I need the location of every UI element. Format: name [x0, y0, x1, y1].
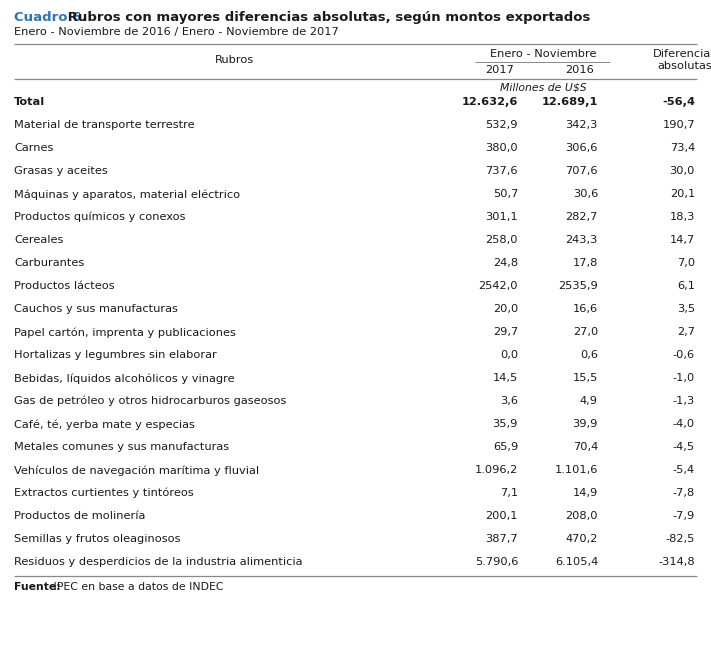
Text: Gas de petróleo y otros hidrocarburos gaseosos: Gas de petróleo y otros hidrocarburos ga… [14, 396, 287, 406]
Text: Hortalizas y legumbres sin elaborar: Hortalizas y legumbres sin elaborar [14, 350, 217, 360]
Text: 2,7: 2,7 [677, 327, 695, 337]
Text: 4,9: 4,9 [580, 396, 598, 406]
Text: 0,6: 0,6 [580, 350, 598, 360]
Text: Material de transporte terrestre: Material de transporte terrestre [14, 120, 195, 130]
Text: 306,6: 306,6 [566, 143, 598, 153]
Text: Cauchos y sus manufacturas: Cauchos y sus manufacturas [14, 304, 178, 314]
Text: -7,8: -7,8 [673, 488, 695, 498]
Text: Bebidas, líquidos alcohólicos y vinagre: Bebidas, líquidos alcohólicos y vinagre [14, 373, 235, 384]
Text: Carnes: Carnes [14, 143, 53, 153]
Text: 3,6: 3,6 [500, 396, 518, 406]
Text: 14,7: 14,7 [670, 235, 695, 245]
Text: 27,0: 27,0 [573, 327, 598, 337]
Text: -7,9: -7,9 [673, 511, 695, 521]
Text: Metales comunes y sus manufacturas: Metales comunes y sus manufacturas [14, 442, 229, 452]
Text: 6,1: 6,1 [677, 281, 695, 291]
Text: 190,7: 190,7 [663, 120, 695, 130]
Text: 258,0: 258,0 [486, 235, 518, 245]
Text: 39,9: 39,9 [572, 419, 598, 429]
Text: 15,5: 15,5 [572, 373, 598, 383]
Text: -5,4: -5,4 [673, 465, 695, 475]
Text: 380,0: 380,0 [486, 143, 518, 153]
Text: 20,0: 20,0 [493, 304, 518, 314]
Text: 30,6: 30,6 [573, 189, 598, 199]
Text: 7,0: 7,0 [677, 258, 695, 268]
Text: 200,1: 200,1 [486, 511, 518, 521]
Text: Total: Total [14, 97, 46, 107]
Text: -1,0: -1,0 [673, 373, 695, 383]
Text: 50,7: 50,7 [493, 189, 518, 199]
Text: 12.689,1: 12.689,1 [542, 97, 598, 107]
Text: Enero - Noviembre: Enero - Noviembre [490, 49, 597, 59]
Text: 6.105,4: 6.105,4 [555, 557, 598, 567]
Text: Vehículos de navegación marítima y fluvial: Vehículos de navegación marítima y fluvi… [14, 465, 259, 475]
Text: 282,7: 282,7 [566, 212, 598, 222]
Text: Productos de molinería: Productos de molinería [14, 511, 145, 521]
Text: Rubros: Rubros [215, 55, 255, 65]
Text: -0,6: -0,6 [673, 350, 695, 360]
Text: 7,1: 7,1 [500, 488, 518, 498]
Text: 2535,9: 2535,9 [558, 281, 598, 291]
Text: 470,2: 470,2 [566, 534, 598, 544]
Text: 65,9: 65,9 [493, 442, 518, 452]
Text: -314,8: -314,8 [658, 557, 695, 567]
Text: Productos químicos y conexos: Productos químicos y conexos [14, 212, 186, 223]
Text: 70,4: 70,4 [573, 442, 598, 452]
Text: 20,1: 20,1 [670, 189, 695, 199]
Text: Grasas y aceites: Grasas y aceites [14, 166, 108, 176]
Text: 707,6: 707,6 [565, 166, 598, 176]
Text: -4,5: -4,5 [673, 442, 695, 452]
Text: 737,6: 737,6 [486, 166, 518, 176]
Text: 3,5: 3,5 [677, 304, 695, 314]
Text: -1,3: -1,3 [673, 396, 695, 406]
Text: Cuadro 6.: Cuadro 6. [14, 11, 87, 24]
Text: -4,0: -4,0 [673, 419, 695, 429]
Text: -82,5: -82,5 [665, 534, 695, 544]
Text: Café, té, yerba mate y especias: Café, té, yerba mate y especias [14, 419, 195, 430]
Text: Carburantes: Carburantes [14, 258, 84, 268]
Text: 208,0: 208,0 [565, 511, 598, 521]
Text: 2542,0: 2542,0 [479, 281, 518, 291]
Text: 24,8: 24,8 [493, 258, 518, 268]
Text: 532,9: 532,9 [486, 120, 518, 130]
Text: 14,5: 14,5 [493, 373, 518, 383]
Text: 18,3: 18,3 [670, 212, 695, 222]
Text: -56,4: -56,4 [662, 97, 695, 107]
Text: 17,8: 17,8 [572, 258, 598, 268]
Text: 16,6: 16,6 [573, 304, 598, 314]
Text: Fuente:: Fuente: [14, 582, 60, 592]
Text: Cereales: Cereales [14, 235, 63, 245]
Text: 5.790,6: 5.790,6 [475, 557, 518, 567]
Text: 342,3: 342,3 [566, 120, 598, 130]
Text: 73,4: 73,4 [670, 143, 695, 153]
Text: 2017: 2017 [486, 65, 515, 75]
Text: 29,7: 29,7 [493, 327, 518, 337]
Text: Papel cartón, imprenta y publicaciones: Papel cartón, imprenta y publicaciones [14, 327, 236, 338]
Text: Semillas y frutos oleaginosos: Semillas y frutos oleaginosos [14, 534, 181, 544]
Text: 0,0: 0,0 [500, 350, 518, 360]
Text: 387,7: 387,7 [486, 534, 518, 544]
Text: Extractos curtientes y tintóreos: Extractos curtientes y tintóreos [14, 488, 194, 499]
Text: Diferencias
absolutas: Diferencias absolutas [653, 49, 711, 70]
Text: 12.632,6: 12.632,6 [461, 97, 518, 107]
Text: 14,9: 14,9 [573, 488, 598, 498]
Text: 1.101,6: 1.101,6 [555, 465, 598, 475]
Text: 30,0: 30,0 [670, 166, 695, 176]
Text: Residuos y desperdicios de la industria alimenticia: Residuos y desperdicios de la industria … [14, 557, 302, 567]
Text: 35,9: 35,9 [493, 419, 518, 429]
Text: 1.096,2: 1.096,2 [475, 465, 518, 475]
Text: IPEC en base a datos de INDEC: IPEC en base a datos de INDEC [50, 582, 223, 592]
Text: 301,1: 301,1 [486, 212, 518, 222]
Text: Máquinas y aparatos, material eléctrico: Máquinas y aparatos, material eléctrico [14, 189, 240, 200]
Text: 243,3: 243,3 [566, 235, 598, 245]
Text: Productos lácteos: Productos lácteos [14, 281, 114, 291]
Text: Millones de U$S: Millones de U$S [500, 83, 587, 93]
Text: Rubros con mayores diferencias absolutas, según montos exportados: Rubros con mayores diferencias absolutas… [63, 11, 590, 24]
Text: Enero - Noviembre de 2016 / Enero - Noviembre de 2017: Enero - Noviembre de 2016 / Enero - Novi… [14, 27, 338, 37]
Text: 2016: 2016 [566, 65, 594, 75]
